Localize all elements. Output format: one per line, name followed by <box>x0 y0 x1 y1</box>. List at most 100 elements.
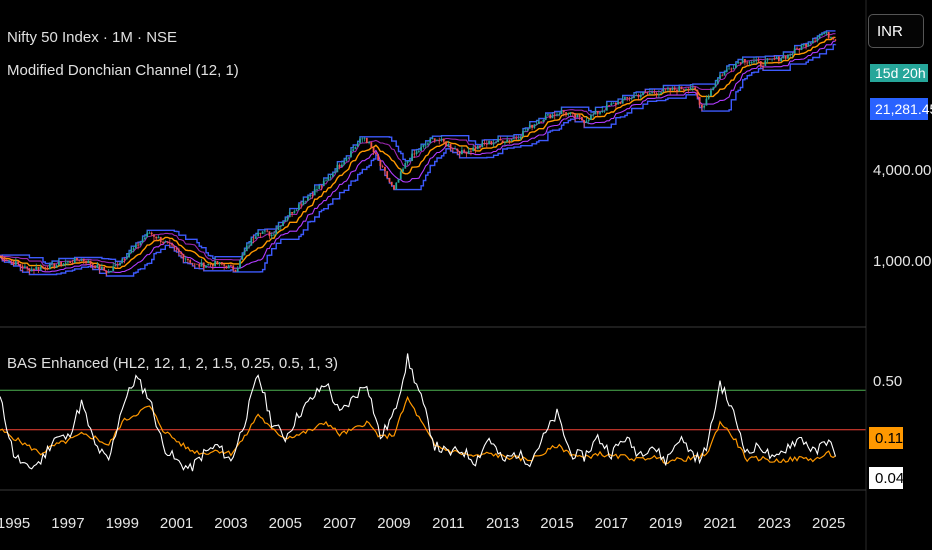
candle-body <box>393 185 395 190</box>
candle-body <box>223 264 226 266</box>
candle-body <box>508 139 511 141</box>
candle-body <box>723 71 726 76</box>
candle-body <box>596 111 599 114</box>
candle-body <box>522 130 524 137</box>
candle-body <box>273 234 275 236</box>
candle-body <box>82 258 85 262</box>
candle-body <box>526 128 529 131</box>
candle-body <box>705 98 708 106</box>
candle-body <box>370 142 373 148</box>
candle-body <box>590 115 592 120</box>
candle-body <box>757 60 760 62</box>
candle-body <box>483 142 486 144</box>
candle-body <box>89 260 92 265</box>
candle-body <box>379 159 382 167</box>
candle-body <box>286 217 289 221</box>
symbol-legend[interactable]: Nifty 50 Index · 1M · NSE <box>7 29 178 46</box>
white-value-tag: 0.04 <box>869 467 904 489</box>
candle-body <box>67 261 69 263</box>
candle-body <box>259 232 262 234</box>
candle-body <box>540 121 543 123</box>
candle-body <box>585 120 588 124</box>
candle-body <box>617 101 620 105</box>
candle-body <box>268 231 271 237</box>
candle-body <box>377 154 380 160</box>
donchian-upper-inner-line <box>0 33 836 267</box>
candle-body <box>275 230 278 235</box>
candle-body <box>107 272 110 274</box>
candle-body <box>436 139 438 141</box>
candle-body <box>171 243 173 246</box>
candle-body <box>533 124 536 128</box>
time-axis-label: 2025 <box>812 515 845 532</box>
candle-body <box>542 119 545 123</box>
candle-body <box>300 204 303 206</box>
candle-body <box>284 220 287 222</box>
candle-body <box>816 38 819 41</box>
candle-body <box>519 136 522 139</box>
candle-body <box>433 138 436 141</box>
candle-body <box>834 39 837 41</box>
candle-body <box>73 257 76 264</box>
candle-body <box>270 234 273 237</box>
candle-body <box>257 232 260 237</box>
candle-body <box>205 265 207 268</box>
candle-body <box>368 142 370 144</box>
last-price-tag: 21,281.45 <box>870 98 932 120</box>
candle-body <box>200 262 203 267</box>
candle-body <box>499 138 502 141</box>
osc-axis-label-050: 0.50 <box>873 373 903 390</box>
candle-body <box>667 88 669 90</box>
candle-body <box>703 105 706 108</box>
indicator-legend[interactable]: Modified Donchian Channel (12, 1) <box>7 62 239 79</box>
candle-body <box>146 232 149 238</box>
candle-body <box>39 267 42 270</box>
candle-body <box>431 138 434 140</box>
candle-body <box>637 95 640 98</box>
candle-body <box>605 104 608 111</box>
candle-body <box>311 194 314 196</box>
candle-body <box>157 236 160 239</box>
candle-body <box>189 260 192 263</box>
candle-body <box>811 40 814 44</box>
candle-body <box>390 181 393 186</box>
candle-body <box>805 43 807 47</box>
candle-body <box>449 143 452 149</box>
candle-body <box>78 260 81 262</box>
candle-body <box>791 53 794 55</box>
candle-body <box>567 113 570 115</box>
time-axis-label: 2005 <box>269 515 302 532</box>
candle-body <box>793 48 796 54</box>
oscillator-pane <box>0 353 866 472</box>
candle-body <box>218 262 221 264</box>
candle-body <box>234 269 237 272</box>
candle-body <box>687 89 690 90</box>
price-pane <box>0 30 837 277</box>
time-axis-label: 2023 <box>758 515 791 532</box>
candle-body <box>211 264 214 267</box>
candle-body <box>241 255 244 260</box>
candle-body <box>248 245 250 247</box>
candle-body <box>614 102 617 105</box>
candle-body <box>619 101 622 104</box>
candle-body <box>773 58 776 60</box>
candle-body <box>680 86 683 90</box>
candle-body <box>513 138 515 140</box>
oscillator-legend[interactable]: BAS Enhanced (HL2, 12, 1, 2, 1.5, 0.25, … <box>7 355 339 372</box>
candle-body <box>230 265 232 266</box>
candle-body <box>35 266 38 270</box>
candle-body <box>569 112 572 114</box>
candle-body <box>657 93 660 95</box>
candle-body <box>787 54 789 59</box>
candle-body <box>494 142 497 144</box>
candle-body <box>784 56 787 59</box>
candle-body <box>130 249 133 254</box>
candle-body <box>547 114 549 116</box>
candle-body <box>214 260 216 267</box>
countdown-tag: 15d 20h <box>870 64 928 82</box>
candle-body <box>644 92 647 94</box>
candle-body <box>5 260 8 262</box>
currency-button[interactable]: INR <box>868 14 924 48</box>
candle-body <box>777 56 780 61</box>
